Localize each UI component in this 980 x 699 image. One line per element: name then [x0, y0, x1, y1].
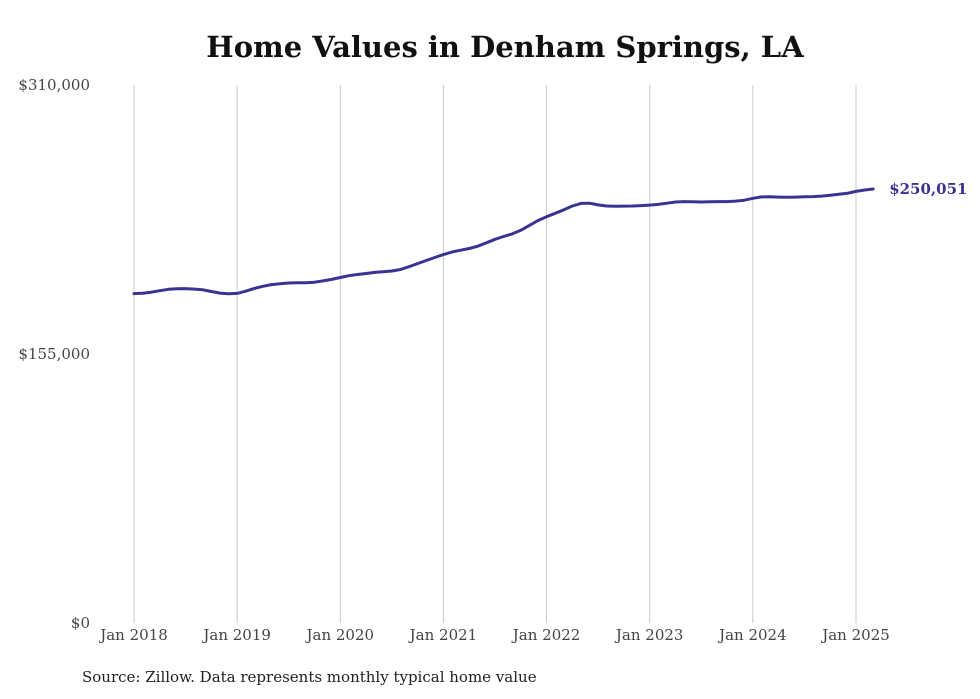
- x-tick-label: Jan 2023: [614, 626, 684, 644]
- y-tick-label: $0: [71, 614, 90, 632]
- series-line: [132, 187, 875, 296]
- x-tick-label: Jan 2018: [98, 626, 168, 644]
- x-tick-label: Jan 2020: [305, 626, 375, 644]
- y-tick-label: $155,000: [18, 345, 90, 363]
- gridlines: [133, 85, 857, 623]
- chart-title: Home Values in Denham Springs, LA: [206, 30, 804, 64]
- source-note: Source: Zillow. Data represents monthly …: [82, 668, 537, 686]
- x-tick-label: Jan 2024: [717, 626, 787, 644]
- end-value-label: $250,051: [889, 180, 967, 198]
- x-tick-label: Jan 2022: [511, 626, 581, 644]
- series-layer: $250,051: [132, 180, 967, 296]
- y-tick-label: $310,000: [18, 76, 90, 94]
- x-tick-label: Jan 2025: [820, 626, 890, 644]
- x-axis-ticks: Jan 2018 Jan 2019 Jan 2020 Jan 2021 Jan 2022…: [98, 626, 890, 644]
- x-tick-label: Jan 2019: [201, 626, 271, 644]
- x-tick-label: Jan 2021: [408, 626, 478, 644]
- y-axis-ticks: $310,000 $155,000 $0: [18, 76, 90, 632]
